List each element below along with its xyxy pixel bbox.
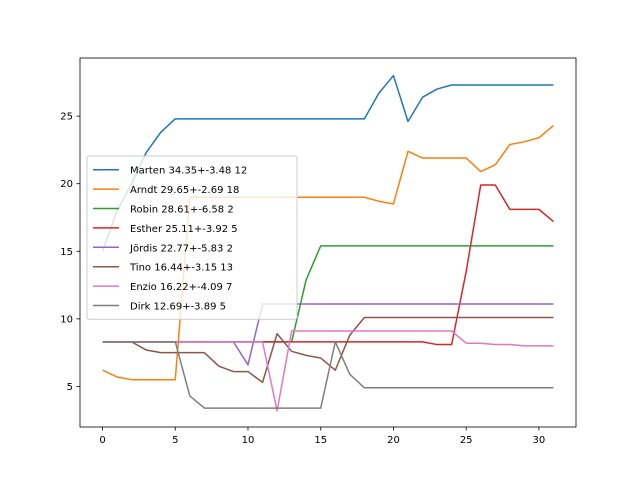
plot-lines bbox=[101, 74, 554, 412]
y-tick-label: 5 bbox=[67, 382, 73, 393]
x-tick-label: 0 bbox=[99, 435, 105, 446]
axes-frame bbox=[79, 57, 577, 428]
legend-entry-label: Tino 16.44+-3.15 13 bbox=[129, 263, 233, 274]
x-tick-label: 30 bbox=[533, 435, 546, 446]
series-line-0 bbox=[101, 74, 554, 252]
x-tick-label: 10 bbox=[242, 435, 255, 446]
y-tick-label: 20 bbox=[60, 179, 73, 190]
legend-entry-label: Esther 25.11+-3.92 5 bbox=[130, 224, 238, 235]
legend: Marten 34.35+-3.48 12 Arndt 29.65+-2.69 1… bbox=[86, 155, 298, 320]
x-axis-ticks: 0 5 10 15 20 25 30 bbox=[99, 427, 545, 446]
legend-box bbox=[86, 155, 298, 320]
x-tick-label: 20 bbox=[387, 435, 400, 446]
y-tick-label: 25 bbox=[60, 112, 73, 123]
legend-entry-label: Arndt 29.65+-2.69 18 bbox=[130, 185, 239, 196]
legend-entry-label: Dirk 12.69+-3.89 5 bbox=[130, 302, 226, 313]
y-tick-label: 15 bbox=[60, 247, 73, 258]
series-line-6 bbox=[102, 330, 554, 412]
series-line-7 bbox=[102, 341, 554, 409]
x-tick-label: 5 bbox=[172, 435, 178, 446]
y-tick-label: 10 bbox=[60, 314, 73, 325]
legend-entry-label: Marten 34.35+-3.48 12 bbox=[130, 166, 247, 177]
x-tick-label: 15 bbox=[314, 435, 327, 446]
y-axis-ticks: 5 10 15 20 25 bbox=[60, 112, 80, 393]
x-tick-label: 25 bbox=[460, 435, 473, 446]
legend-entry-label: Jördis 22.77+-5.83 2 bbox=[129, 243, 233, 254]
legend-entry-label: Robin 28.61+-6.58 2 bbox=[130, 205, 234, 216]
legend-entry-label: Enzio 16.22+-4.09 7 bbox=[130, 282, 232, 293]
